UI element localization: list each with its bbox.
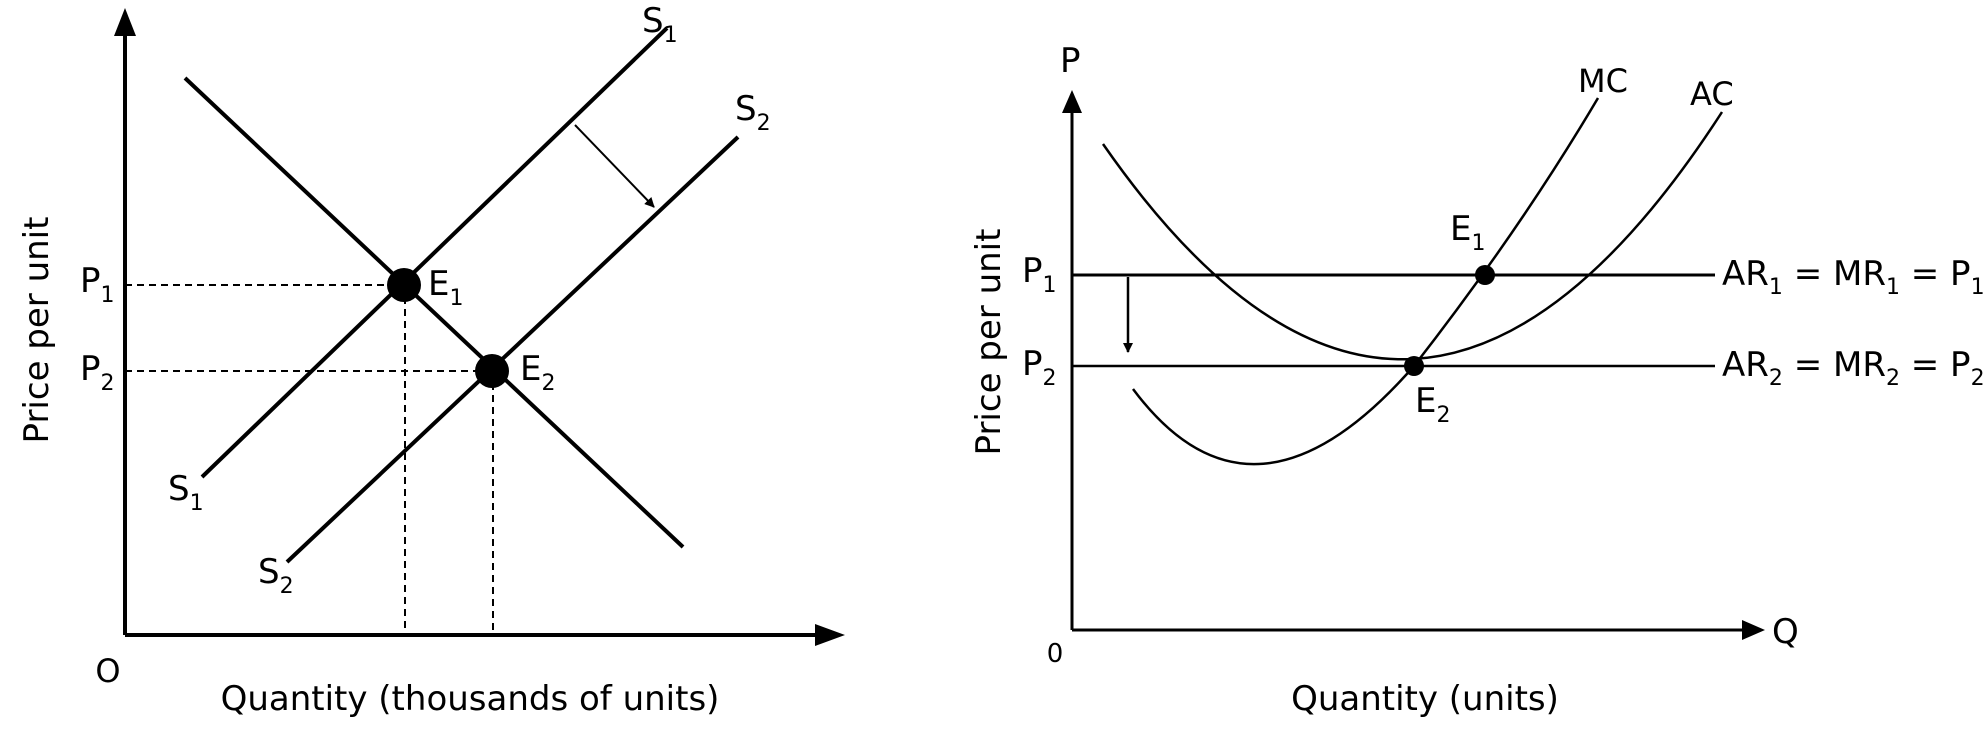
left-y-axis-label: Price per unit <box>17 217 57 444</box>
right-y-axis-title: P <box>1060 41 1081 81</box>
right-x-axis-label: Quantity (units) <box>1291 679 1559 719</box>
supply-label-s2-top: S2 <box>735 89 771 136</box>
left-origin-label: O <box>95 652 120 690</box>
right-origin-label: 0 <box>1047 639 1064 669</box>
equilibrium-point-e1-right <box>1475 265 1495 285</box>
revenue-label-1: AR1 = MR1 = P1 <box>1722 254 1985 300</box>
ac-label: AC <box>1690 75 1734 113</box>
right-y-axis-label: Price per unit <box>969 229 1009 456</box>
left-x-axis-arrow <box>815 624 845 646</box>
right-price-label-p1: P1 <box>1022 251 1057 298</box>
right-price-label-p2: P2 <box>1022 344 1057 391</box>
right-equilibrium-label-e2: E2 <box>1415 381 1450 428</box>
ac-curve <box>1101 111 1724 361</box>
supply-label-s1-top: S1 <box>642 1 678 48</box>
right-x-axis-title: Q <box>1772 612 1799 652</box>
supply-label-s1-bottom: S1 <box>168 469 204 516</box>
right-equilibrium-label-e1: E1 <box>1450 209 1485 256</box>
equilibrium-label-e1: E1 <box>428 264 463 311</box>
mc-curve <box>1131 97 1600 466</box>
mc-label: MC <box>1578 62 1628 100</box>
right-y-axis-arrow <box>1062 90 1082 113</box>
price-label-p2: P2 <box>80 349 115 396</box>
right-x-axis-arrow <box>1742 620 1765 640</box>
equilibrium-point-e1 <box>387 268 421 302</box>
supply-curve-s2 <box>285 135 740 564</box>
cost-revenue-diagram: Price per unit Quantity (units) P Q 0 P1… <box>969 41 1985 719</box>
supply-shift-arrow <box>574 124 655 208</box>
left-x-axis-label: Quantity (thousands of units) <box>221 679 720 719</box>
supply-label-s2-bottom: S2 <box>258 552 294 599</box>
price-label-p1: P1 <box>80 261 115 308</box>
equilibrium-point-e2-right <box>1404 356 1424 376</box>
equilibrium-point-e2 <box>475 354 509 388</box>
revenue-label-2: AR2 = MR2 = P2 <box>1722 345 1985 391</box>
supply-demand-diagram: Price per unit Quantity (thousands of un… <box>17 1 845 719</box>
equilibrium-label-e2: E2 <box>520 349 555 396</box>
supply-curve-s1 <box>200 26 669 479</box>
left-y-axis-arrow <box>114 8 136 36</box>
demand-curve <box>183 76 685 549</box>
